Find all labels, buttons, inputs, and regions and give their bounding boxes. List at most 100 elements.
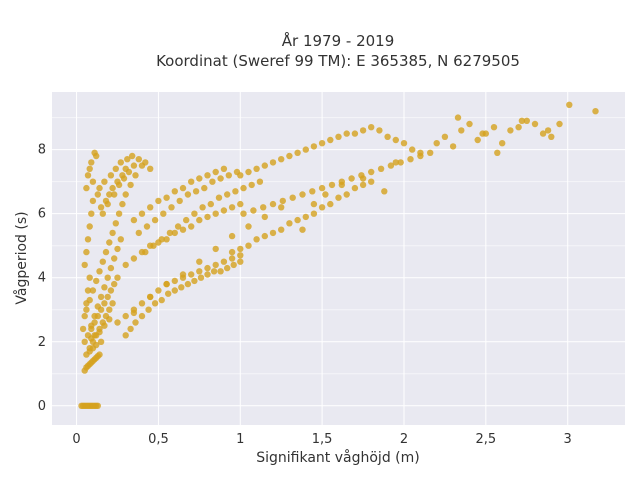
data-point <box>359 181 367 189</box>
data-point <box>174 223 182 230</box>
data-point <box>310 210 318 217</box>
data-point <box>145 306 152 313</box>
data-point <box>81 261 88 269</box>
data-point <box>171 188 178 195</box>
data-point <box>253 165 260 172</box>
data-point <box>179 184 187 192</box>
data-point <box>93 332 100 339</box>
data-point <box>327 200 334 208</box>
data-point <box>507 127 514 134</box>
data-point <box>138 312 146 320</box>
data-point <box>294 216 301 224</box>
data-point <box>163 236 170 243</box>
x-tick-label: 3 <box>564 432 572 447</box>
y-axis-label: Vågperiod (s) <box>13 211 30 304</box>
data-point <box>261 162 268 169</box>
data-point <box>427 149 434 156</box>
data-point <box>196 258 203 265</box>
data-point <box>89 287 97 294</box>
data-point <box>279 197 286 205</box>
data-point <box>130 255 138 262</box>
data-point <box>286 220 293 227</box>
data-point <box>269 229 277 237</box>
data-point <box>466 120 473 128</box>
data-point <box>479 130 486 137</box>
data-point <box>188 178 195 185</box>
data-point <box>124 156 131 163</box>
data-point <box>417 152 424 160</box>
data-point <box>318 140 326 147</box>
data-point <box>518 117 526 125</box>
data-point <box>351 184 359 192</box>
data-point <box>566 101 573 109</box>
data-point <box>83 306 90 313</box>
y-tick-label: 8 <box>38 143 46 158</box>
x-tick-label: 1,5 <box>312 432 333 447</box>
x-gridlines <box>76 92 569 425</box>
data-point <box>86 165 93 172</box>
data-point <box>84 287 92 294</box>
data-point <box>106 191 113 198</box>
data-point <box>114 245 121 253</box>
data-point <box>107 287 115 294</box>
data-point <box>88 210 95 217</box>
x-tick-label: 0 <box>72 432 80 447</box>
data-point <box>343 130 350 137</box>
data-point <box>240 210 247 217</box>
data-point <box>94 353 102 360</box>
data-point <box>86 274 93 281</box>
data-point <box>240 184 247 192</box>
data-point <box>163 280 170 288</box>
data-point <box>204 271 211 278</box>
data-point <box>359 175 367 182</box>
data-point <box>81 312 88 320</box>
data-point <box>381 188 388 195</box>
data-point <box>83 184 90 192</box>
data-point <box>302 146 309 153</box>
data-point <box>237 172 244 179</box>
x-tick-labels: 0 0,5 1 1,5 2 2,5 3 <box>72 432 571 447</box>
chart-title: År 1979 - 2019 Koordinat (Sweref 99 TM):… <box>156 31 520 70</box>
data-point <box>338 181 345 189</box>
data-point <box>88 159 95 166</box>
data-point <box>201 184 208 192</box>
data-point <box>441 133 449 140</box>
data-point <box>151 216 159 224</box>
data-point <box>458 127 465 134</box>
data-point <box>155 239 162 246</box>
data-point <box>129 152 136 160</box>
data-point <box>135 156 142 163</box>
data-point <box>171 287 178 294</box>
data-point <box>299 191 306 198</box>
data-point <box>130 216 138 224</box>
data-point <box>228 232 236 240</box>
data-point <box>237 200 244 208</box>
chart-title-line-1: År 1979 - 2019 <box>282 31 395 50</box>
data-point <box>544 127 552 134</box>
data-point <box>143 223 151 230</box>
data-point <box>261 232 268 240</box>
data-point <box>196 175 203 182</box>
data-point <box>245 168 252 176</box>
data-point <box>183 216 190 224</box>
data-point <box>433 140 440 147</box>
data-point <box>359 127 367 134</box>
data-point <box>81 338 88 345</box>
data-point <box>93 277 100 285</box>
data-point <box>142 159 149 166</box>
data-point <box>83 351 90 358</box>
data-point <box>269 159 277 166</box>
data-point <box>84 236 92 243</box>
data-point <box>212 168 219 176</box>
y-tick-label: 6 <box>38 207 46 222</box>
data-point <box>197 274 205 281</box>
data-point <box>127 181 134 189</box>
data-point <box>348 175 355 182</box>
data-point <box>253 236 260 243</box>
data-point <box>101 300 108 307</box>
data-point <box>111 191 118 198</box>
data-point <box>210 268 218 275</box>
data-point <box>309 188 316 195</box>
data-point <box>151 300 159 307</box>
data-point <box>191 210 198 217</box>
